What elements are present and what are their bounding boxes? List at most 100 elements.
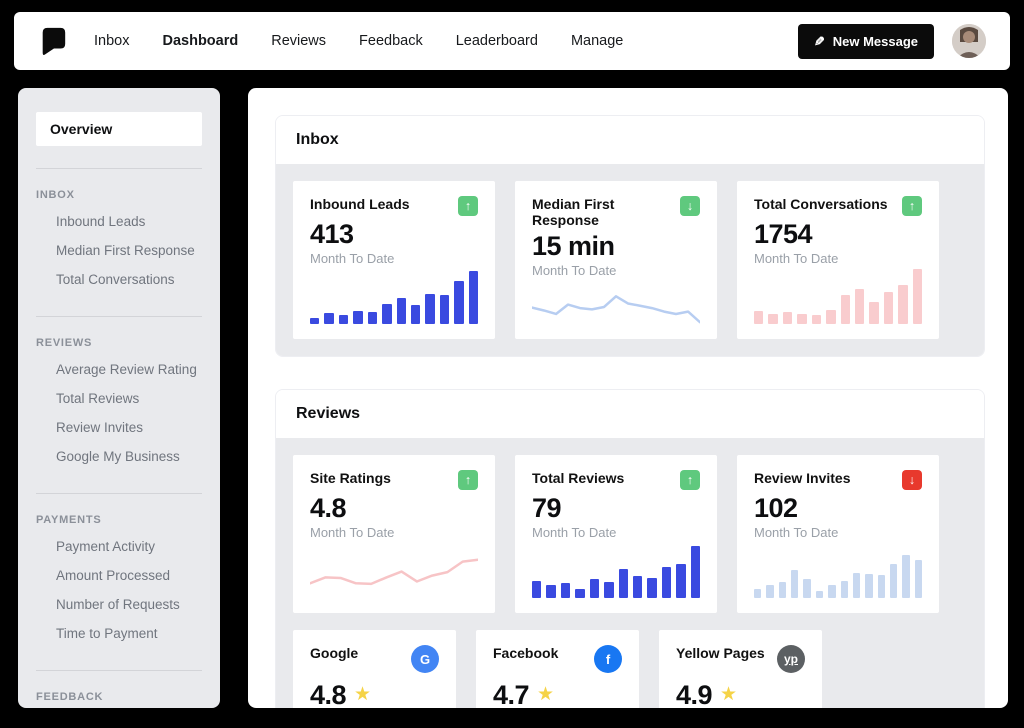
star-icon: ★: [720, 683, 738, 705]
new-message-button[interactable]: ✎ New Message: [797, 23, 934, 59]
stat-card-title: Site Ratings: [310, 470, 391, 486]
stat-chart: [532, 278, 700, 334]
pencil-icon: ✎: [813, 33, 825, 49]
chart-bar: [803, 579, 811, 598]
platform-card-yellow-pages: Yellow Pages yp 4.9 ★ Overall Rating: [659, 630, 822, 708]
chart-bar: [589, 578, 600, 598]
sidebar-item-time-to-payment[interactable]: Time to Payment: [56, 626, 158, 641]
stat-card-header: Inbound Leads ↑: [310, 196, 478, 216]
chart-bar: [791, 570, 799, 598]
app-logo-icon[interactable]: [38, 25, 68, 57]
sidebar-item-amount-processed[interactable]: Amount Processed: [56, 568, 171, 583]
trend-badge: ↓: [680, 196, 700, 216]
sidebar-divider: [36, 316, 202, 317]
section-header: Inbox: [276, 116, 984, 164]
sidebar: Overview INBOX Inbound Leads Median First …: [18, 88, 220, 708]
stat-cards-row: Site Ratings ↑ 4.8 Month To Date Total R…: [293, 455, 967, 613]
stat-caption: Month To Date: [310, 525, 395, 540]
platform-card-facebook: Facebook f 4.7 ★ Overall Rating: [476, 630, 639, 708]
stat-card-header: Total Reviews ↑: [532, 470, 700, 490]
chart-bar: [898, 284, 908, 324]
chart-bar: [754, 311, 764, 324]
stat-value: 15 min: [532, 231, 615, 261]
stat-chart: [754, 542, 923, 598]
sidebar-item-median-first-response[interactable]: Median First Response: [56, 243, 195, 258]
platform-rating: 4.7: [493, 680, 530, 708]
chart-bar: [353, 310, 363, 324]
stat-value: 413: [310, 219, 354, 249]
chart-bar: [782, 312, 793, 324]
chart-bar: [647, 578, 657, 598]
sidebar-item-inbound-leads[interactable]: Inbound Leads: [56, 214, 146, 229]
stat-caption: Month To Date: [532, 525, 617, 540]
stat-card-inbound-leads: Inbound Leads ↑ 413 Month To Date: [293, 181, 495, 339]
chart-bar: [766, 585, 774, 598]
stat-caption: Month To Date: [754, 525, 839, 540]
chart-bar: [826, 310, 836, 324]
stat-card-header: Site Ratings ↑: [310, 470, 478, 490]
sidebar-item-number-of-requests[interactable]: Number of Requests: [56, 597, 180, 612]
avatar[interactable]: [952, 24, 986, 58]
stat-value: 79: [532, 493, 562, 523]
nav-item-inbox[interactable]: Inbox: [94, 33, 130, 49]
chart-bar: [883, 291, 894, 324]
stat-caption: Month To Date: [310, 251, 395, 266]
chart-bar: [410, 305, 421, 324]
trend-badge: ↓: [902, 470, 922, 490]
chart-bar: [778, 581, 787, 598]
stat-cards-row: Inbound Leads ↑ 413 Month To Date Median…: [293, 181, 967, 339]
nav-item-reviews[interactable]: Reviews: [271, 33, 327, 49]
chart-bar: [454, 280, 464, 324]
stat-card-header: Review Invites ↓: [754, 470, 922, 490]
stat-card-title: Review Invites: [754, 470, 851, 486]
chart-bar: [661, 567, 672, 598]
sidebar-item-review-invites[interactable]: Review Invites: [56, 420, 144, 435]
section-reviews: Reviews Site Ratings ↑ 4.8 Month To Date…: [275, 389, 985, 708]
chart-bar: [869, 302, 879, 324]
chart-bar: [632, 576, 643, 598]
platform-card-google: Google G 4.8 ★ Overall Rating: [293, 630, 456, 708]
sidebar-groups: INBOX Inbound Leads Median First Response T…: [36, 168, 202, 708]
star-icon: ★: [354, 683, 372, 705]
platform-card-header: Facebook f: [493, 645, 622, 673]
stat-value: 4.8: [310, 493, 347, 523]
sidebar-item-total-reviews[interactable]: Total Reviews: [56, 391, 140, 406]
top-nav: Inbox Dashboard Reviews Feedback Leaderboard…: [14, 12, 1010, 70]
platform-row: Google G 4.8 ★ Overall Rating Facebook f…: [293, 630, 967, 708]
sidebar-divider: [36, 168, 202, 169]
sidebar-item-total-conversations[interactable]: Total Conversations: [56, 272, 175, 287]
sidebar-item-overview[interactable]: Overview: [36, 112, 202, 146]
chart-bar: [425, 293, 435, 324]
stat-caption: Month To Date: [532, 263, 617, 278]
chart-bar: [690, 545, 701, 598]
chart-bar: [840, 295, 850, 324]
star-icon: ★: [537, 683, 555, 705]
nav-item-manage[interactable]: Manage: [570, 33, 624, 49]
chart-bar: [754, 589, 762, 598]
section-body: Site Ratings ↑ 4.8 Month To Date Total R…: [276, 438, 984, 708]
section-title: Reviews: [296, 405, 361, 422]
chart-bar: [811, 315, 822, 324]
nav-menu: Inbox Dashboard Reviews Feedback Leaderboard…: [94, 33, 623, 49]
chart-bar: [618, 569, 628, 598]
sidebar-group-label-reviews: REVIEWS: [36, 337, 93, 349]
stat-card-header: Median First Response ↓: [532, 196, 700, 228]
sidebar-item-google-my-business[interactable]: Google My Business: [56, 449, 180, 464]
chart-bar: [367, 312, 378, 324]
chart-bar: [560, 582, 571, 598]
chart-bar: [546, 585, 556, 598]
sidebar-group-label-payments: PAYMENTS: [36, 514, 102, 526]
chart-bar: [604, 581, 614, 598]
nav-item-leaderboard[interactable]: Leaderboard: [455, 33, 538, 49]
nav-item-dashboard[interactable]: Dashboard: [162, 33, 239, 49]
chart-bar: [865, 573, 873, 598]
sidebar-item-payment-activity[interactable]: Payment Activity: [56, 539, 156, 554]
sidebar-divider: [36, 670, 202, 671]
stat-card-total-conversations: Total Conversations ↑ 1754 Month To Date: [737, 181, 939, 339]
nav-item-feedback[interactable]: Feedback: [359, 33, 423, 49]
stat-card-title: Inbound Leads: [310, 196, 410, 212]
chart-bar: [310, 318, 320, 324]
platform-name: Yellow Pages: [676, 645, 765, 661]
trend-arrow-down-icon: ↓: [908, 472, 916, 487]
sidebar-item-average-review-rating[interactable]: Average Review Rating: [56, 362, 197, 377]
